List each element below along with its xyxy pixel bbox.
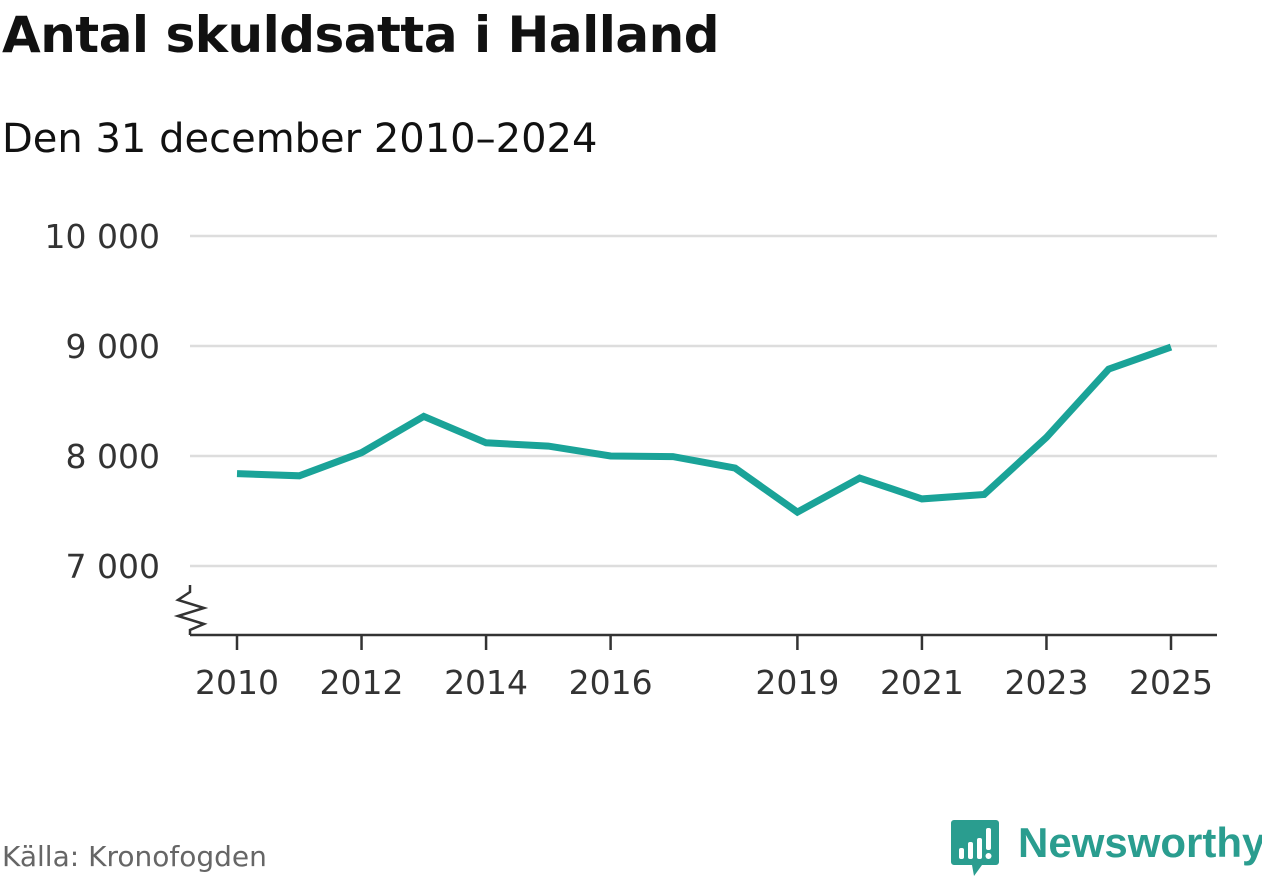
source-note: Källa: Kronofogden: [2, 840, 267, 873]
data-point-2016: [607, 453, 614, 460]
gridlines: [190, 234, 1217, 568]
data-point-2015: [545, 443, 552, 450]
data-point-2020: [856, 475, 863, 482]
series-line-0: [236, 343, 1173, 517]
data-point-2013: [420, 413, 427, 420]
data-point-2018: [732, 465, 739, 472]
y-tick-label-9000: 9 000: [66, 327, 160, 366]
chart-subtitle: Den 31 december 2010–2024: [2, 116, 598, 162]
data-point-2023: [1043, 434, 1050, 441]
x-tick-label-2014: 2014: [444, 663, 528, 702]
x-tick-label-2021: 2021: [880, 663, 964, 702]
data-point-2010: [234, 470, 241, 477]
data-point-2021: [918, 495, 925, 502]
brand-name: Newsworthy: [1018, 819, 1262, 866]
chart-bubble-icon: [951, 820, 999, 876]
data-point-2022: [981, 491, 988, 498]
data-point-2011: [296, 472, 303, 479]
data-point-2019: [794, 509, 801, 516]
brand-logo: Newsworthy: [950, 818, 1262, 880]
y-tick-label-10000: 10 000: [45, 217, 160, 256]
x-tick-label-2010: 2010: [195, 663, 279, 702]
axis-break-marker: [173, 585, 209, 635]
x-tick-label-2025: 2025: [1129, 663, 1213, 702]
x-tick-label-2019: 2019: [755, 663, 839, 702]
x-tick-label-2012: 2012: [320, 663, 404, 702]
data-point-2025: [1168, 344, 1175, 351]
y-tick-labels: 7 000 8 000 9 000 10 000: [45, 217, 160, 586]
x-tick-labels: 2010 2012 2014 2016 2019 2021 2023 2025: [195, 663, 1213, 702]
axes: [173, 585, 1217, 650]
x-tick-label-2023: 2023: [1004, 663, 1088, 702]
data-point-2012: [358, 449, 365, 456]
data-point-2017: [669, 453, 676, 460]
chart-title: Antal skuldsatta i Halland: [2, 6, 720, 64]
series: [234, 343, 1175, 517]
data-point-2024: [1105, 366, 1112, 373]
x-tick-label-2016: 2016: [569, 663, 653, 702]
y-tick-label-8000: 8 000: [66, 437, 160, 476]
y-tick-label-7000: 7 000: [66, 547, 160, 586]
data-point-2014: [483, 439, 490, 446]
